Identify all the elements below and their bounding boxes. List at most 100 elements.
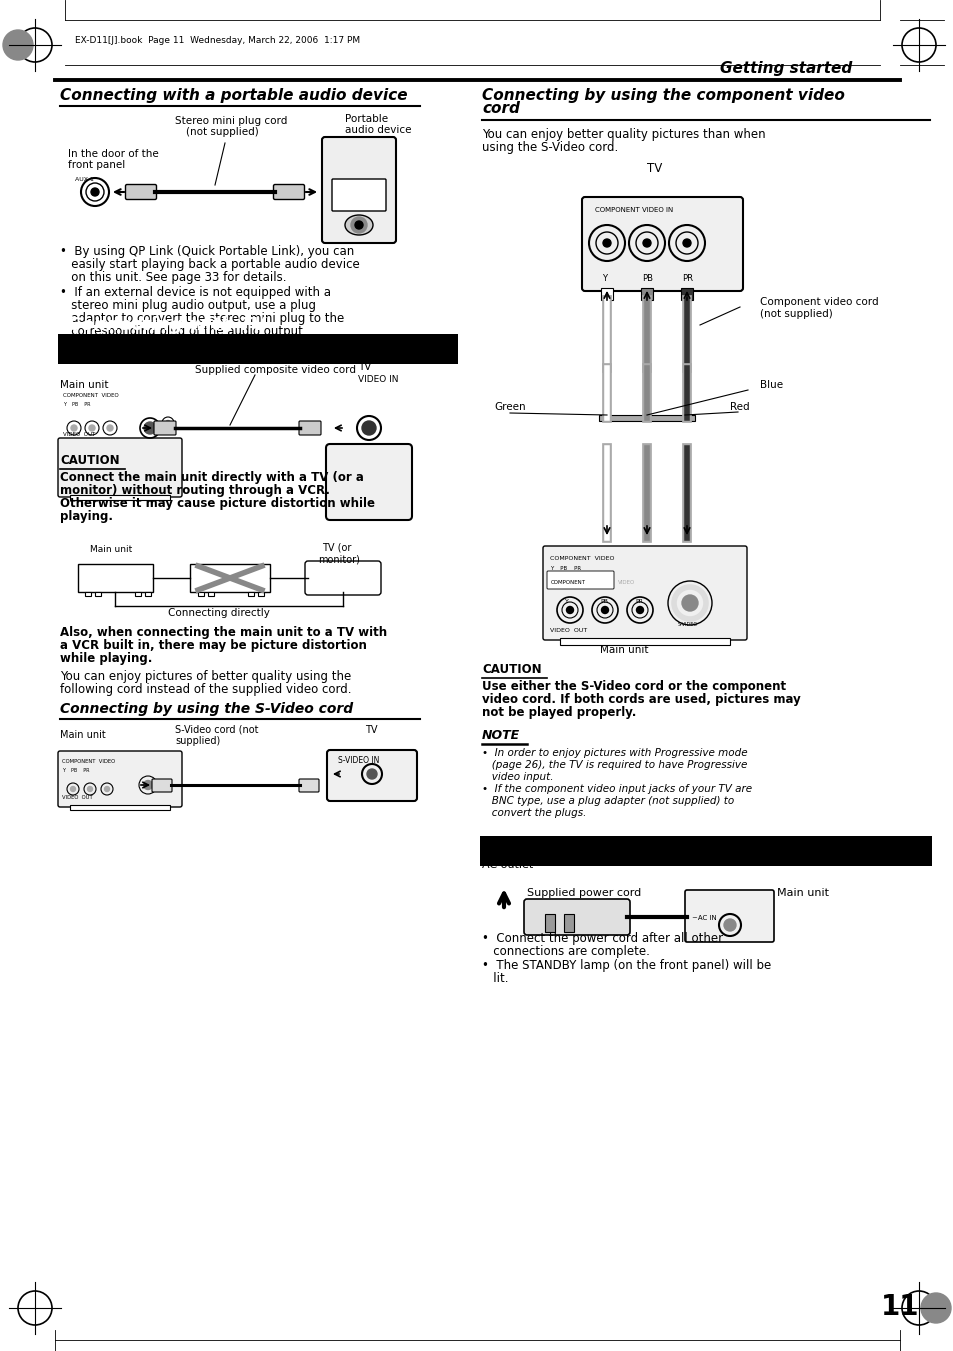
FancyBboxPatch shape: [153, 422, 175, 435]
Text: Connecting the power cord: Connecting the power cord: [490, 817, 764, 836]
Bar: [680, 288, 692, 300]
Bar: [559, 638, 729, 644]
Circle shape: [602, 239, 610, 247]
Bar: [95, 592, 101, 596]
Bar: [78, 563, 152, 592]
Text: easily start playing back a portable audio device: easily start playing back a portable aud…: [60, 258, 359, 272]
Text: •  By using QP Link (Quick Portable Link), you can: • By using QP Link (Quick Portable Link)…: [60, 245, 354, 258]
Text: BNC type, use a plug adapter (not supplied) to: BNC type, use a plug adapter (not suppli…: [481, 796, 734, 807]
Text: In the door of the: In the door of the: [68, 149, 158, 159]
Text: following cord instead of the supplied video cord.: following cord instead of the supplied v…: [60, 684, 351, 696]
FancyBboxPatch shape: [298, 780, 318, 792]
Text: adaptor to convert the stereo mini plug to the: adaptor to convert the stereo mini plug …: [60, 312, 344, 326]
Circle shape: [367, 769, 376, 780]
Text: Also, when connecting the main unit to a TV with: Also, when connecting the main unit to a…: [60, 626, 387, 639]
Text: Use either the S-Video cord or the component: Use either the S-Video cord or the compo…: [481, 680, 785, 693]
Text: Portable: Portable: [345, 113, 388, 124]
Circle shape: [3, 30, 33, 59]
Circle shape: [920, 1293, 950, 1323]
Text: Supplied composite video cord: Supplied composite video cord: [194, 365, 355, 376]
Text: VIDEO: VIDEO: [618, 580, 635, 585]
Text: TV: TV: [365, 725, 377, 735]
Text: Green: Green: [494, 403, 525, 412]
FancyBboxPatch shape: [542, 546, 746, 640]
Text: audio device: audio device: [345, 126, 411, 135]
Circle shape: [566, 607, 573, 613]
Circle shape: [105, 786, 110, 792]
Circle shape: [165, 420, 171, 426]
Text: 11: 11: [880, 1293, 919, 1321]
FancyBboxPatch shape: [523, 898, 629, 935]
FancyBboxPatch shape: [322, 136, 395, 243]
Circle shape: [681, 594, 698, 611]
Text: EX-D11[J].book  Page 11  Wednesday, March 22, 2006  1:17 PM: EX-D11[J].book Page 11 Wednesday, March …: [75, 36, 359, 45]
Circle shape: [91, 188, 99, 196]
Text: Main unit: Main unit: [60, 730, 106, 740]
Text: Connecting directly: Connecting directly: [168, 608, 270, 617]
Text: AC outlet: AC outlet: [481, 861, 533, 870]
Text: COMPONENT  VIDEO: COMPONENT VIDEO: [63, 393, 118, 399]
FancyBboxPatch shape: [546, 571, 614, 589]
Text: PB: PB: [641, 274, 652, 282]
Text: on this unit. See page 33 for details.: on this unit. See page 33 for details.: [60, 272, 286, 284]
FancyBboxPatch shape: [58, 438, 182, 497]
Bar: [544, 915, 555, 932]
Bar: [58, 334, 457, 363]
Bar: [563, 915, 574, 932]
Text: •  If an external device is not equipped with a: • If an external device is not equipped …: [60, 286, 331, 299]
Text: video input.: video input.: [481, 771, 553, 782]
Bar: [70, 494, 170, 500]
Text: (not supplied): (not supplied): [760, 309, 832, 319]
Text: VIDEO  OUT: VIDEO OUT: [550, 628, 587, 634]
Text: COMPONENT  VIDEO: COMPONENT VIDEO: [550, 557, 614, 561]
Text: using the S-Video cord.: using the S-Video cord.: [481, 141, 618, 154]
FancyBboxPatch shape: [684, 890, 773, 942]
Text: •  In order to enjoy pictures with Progressive mode: • In order to enjoy pictures with Progre…: [481, 748, 747, 758]
Bar: [257, 592, 264, 596]
Text: monitor): monitor): [317, 554, 359, 563]
Text: COMPONENT: COMPONENT: [551, 580, 585, 585]
Text: TV (or: TV (or: [322, 543, 351, 553]
Text: ~AC IN: ~AC IN: [691, 915, 716, 921]
Text: Main unit: Main unit: [60, 380, 109, 390]
Text: Connecting by using the component video: Connecting by using the component video: [481, 88, 844, 103]
Bar: [479, 836, 931, 866]
Text: video cord. If both cords are used, pictures may: video cord. If both cords are used, pict…: [481, 693, 800, 707]
FancyBboxPatch shape: [152, 780, 172, 792]
Text: Otherwise it may cause picture distortion while: Otherwise it may cause picture distortio…: [60, 497, 375, 509]
Circle shape: [642, 239, 650, 247]
Text: monitor) without routing through a VCR.: monitor) without routing through a VCR.: [60, 484, 330, 497]
Text: convert the plugs.: convert the plugs.: [481, 808, 586, 817]
Text: connections are complete.: connections are complete.: [481, 944, 649, 958]
Text: (page 26), the TV is required to have Progressive: (page 26), the TV is required to have Pr…: [481, 761, 746, 770]
Bar: [145, 592, 151, 596]
Text: Y    PB    PR: Y PB PR: [550, 566, 580, 571]
Bar: [600, 288, 613, 300]
Text: Getting started: Getting started: [720, 61, 851, 76]
FancyBboxPatch shape: [274, 185, 304, 200]
Circle shape: [355, 222, 363, 230]
Text: S-Video cord (not: S-Video cord (not: [174, 725, 258, 735]
Text: •  Connect the power cord after all other: • Connect the power cord after all other: [481, 932, 722, 944]
FancyBboxPatch shape: [326, 444, 412, 520]
Circle shape: [636, 607, 643, 613]
Circle shape: [351, 218, 367, 232]
Text: Y    PB    PR: Y PB PR: [62, 767, 90, 773]
Text: Blue: Blue: [760, 380, 782, 390]
FancyBboxPatch shape: [305, 561, 380, 594]
Text: TV: TV: [357, 362, 371, 372]
Text: PB: PB: [599, 598, 607, 604]
Text: Connecting with a portable audio device: Connecting with a portable audio device: [60, 88, 407, 103]
FancyBboxPatch shape: [298, 422, 320, 435]
Text: NOTE: NOTE: [481, 730, 519, 742]
Text: stereo mini plug audio output, use a plug: stereo mini plug audio output, use a plu…: [60, 299, 315, 312]
FancyBboxPatch shape: [581, 197, 742, 290]
Text: supplied): supplied): [174, 736, 220, 746]
Text: cord: cord: [481, 101, 519, 116]
Text: CAUTION: CAUTION: [481, 663, 541, 676]
Circle shape: [601, 607, 608, 613]
Text: Connect the main unit directly with a TV (or a: Connect the main unit directly with a TV…: [60, 471, 363, 484]
Text: lit.: lit.: [481, 971, 508, 985]
FancyBboxPatch shape: [327, 750, 416, 801]
Bar: [208, 592, 213, 596]
